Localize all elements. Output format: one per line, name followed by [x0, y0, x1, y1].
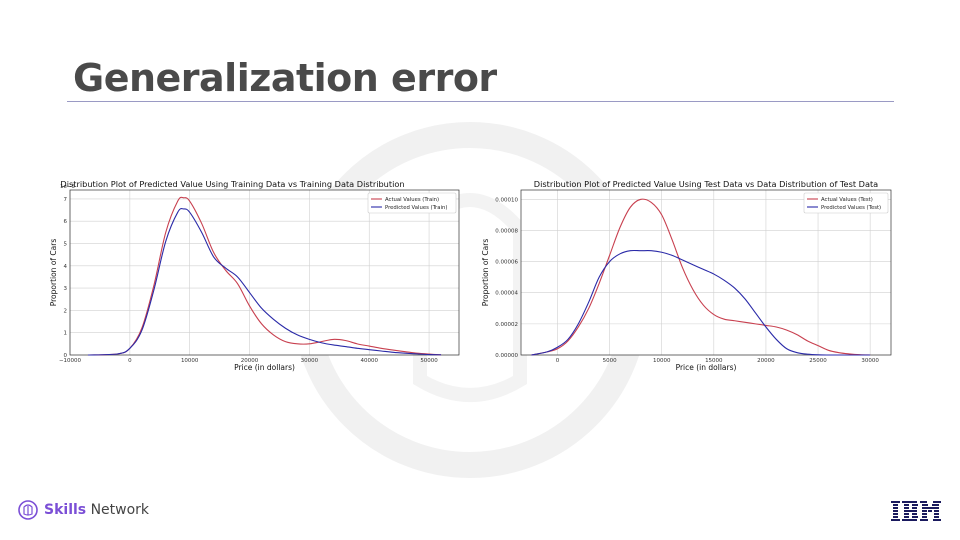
chart-title: Distribution Plot of Predicted Value Usi… [60, 179, 404, 189]
plot-frame [520, 189, 892, 356]
legend-box [367, 192, 457, 214]
y-tick-label: 1 [64, 331, 68, 337]
brand-name-rest: Network [90, 502, 150, 518]
actual-values-line [87, 196, 442, 356]
y-tick-label: 7 [64, 197, 68, 203]
ibm-logo [891, 501, 941, 521]
skills-network-brand: Skills Network [18, 500, 149, 520]
x-tick-label: 10000 [653, 358, 671, 364]
legend-label: Predicted Values (Test) [821, 205, 881, 211]
x-tick-label: 20000 [241, 358, 259, 364]
y-tick-label: 0.00004 [495, 291, 518, 297]
legend-label: Actual Values (Train) [385, 197, 439, 203]
x-tick-label: 0 [128, 358, 132, 364]
legend-label: Predicted Values (Train) [385, 205, 447, 211]
title-divider [67, 101, 894, 102]
y-tick-label: 2 [64, 308, 68, 314]
y-tick-label: 6 [64, 219, 68, 225]
x-tick-label: 30000 [301, 358, 319, 364]
plot-area [521, 190, 891, 355]
actual-values-line [531, 198, 871, 356]
legend-box [803, 192, 889, 214]
x-tick-label: 0 [556, 358, 560, 364]
legend-label: Actual Values (Test) [821, 197, 873, 203]
y-tick-label: 3 [64, 286, 68, 292]
x-tick-label: 15000 [705, 358, 723, 364]
y-offset-label: 1e−5 [60, 184, 75, 190]
y-axis-label: Proportion of Cars [481, 239, 490, 307]
y-tick-label: 0.00006 [495, 260, 518, 266]
x-axis-label: Price (in dollars) [676, 363, 737, 372]
x-tick-label: 25000 [809, 358, 827, 364]
train-distribution-chart: −10000 0 10000 20000 30000 40000 5000001234567… [49, 179, 460, 372]
plot-frame [69, 189, 460, 356]
slide-title: Generalization error [73, 56, 497, 100]
x-axis-label: Price (in dollars) [234, 363, 295, 372]
y-axis-label: Proportion of Cars [49, 239, 58, 307]
x-tick-label: 10000 [181, 358, 199, 364]
x-tick-label: 5000 [603, 358, 617, 364]
x-tick-label: 50000 [420, 358, 438, 364]
y-tick-label: 4 [64, 264, 68, 270]
y-tick-label: 0 [64, 353, 68, 359]
y-tick-label: 0.00010 [495, 197, 518, 203]
brand-name-strong: Skills [44, 502, 87, 518]
y-tick-label: 5 [64, 242, 68, 248]
plot-area [70, 190, 459, 355]
skills-network-logo-icon [18, 500, 38, 520]
test-distribution-chart: 0 5000 10000 15000 20000 25000 30000 0.00000 0.0… [481, 179, 892, 372]
x-tick-label: −10000 [59, 358, 82, 364]
predicted-values-line [531, 249, 871, 356]
y-tick-label: 0.00008 [495, 228, 518, 234]
x-tick-label: 40000 [360, 358, 378, 364]
x-tick-label: 20000 [757, 358, 775, 364]
y-tick-label: 0.00002 [495, 322, 518, 328]
chart-title: Distribution Plot of Predicted Value Usi… [534, 179, 878, 189]
y-tick-label: 0.00000 [495, 353, 518, 359]
x-tick-label: 30000 [861, 358, 879, 364]
predicted-values-line [87, 208, 442, 356]
